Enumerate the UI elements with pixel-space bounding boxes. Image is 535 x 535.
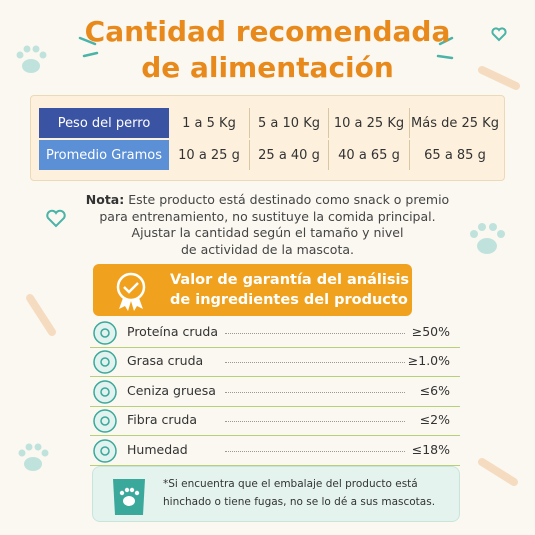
note-line: para entrenamiento, no sustituye la comi…	[99, 208, 436, 224]
title: de alimentación	[141, 51, 394, 84]
cell: 40 a 65 g	[328, 139, 410, 170]
banner-title: Valor de garantía del análisis	[170, 272, 410, 288]
item-name: Fibra cruda	[127, 412, 197, 427]
footer-text: *Si encuentra que el embalaje del produc…	[163, 478, 418, 490]
dotted-leader	[225, 392, 405, 393]
cell: 10 a 25 g	[178, 147, 240, 163]
item-icon	[93, 380, 117, 404]
item-value: ≥1.0%	[407, 353, 450, 368]
guarantee-item: Humedad ≤18%	[90, 438, 460, 466]
note-line: de actividad de la mascota.	[181, 241, 354, 257]
dotted-leader	[225, 451, 405, 452]
table: Peso del perro 1 a 5 Kg 5 a 10 Kg 10 a 2…	[39, 108, 500, 170]
cell: 10 a 25 Kg	[328, 108, 410, 140]
note-label: Nota:	[85, 192, 125, 207]
cell: Más de 25 Kg	[409, 108, 500, 140]
item-divider	[90, 465, 460, 466]
item-icon	[93, 439, 117, 463]
dotted-leader	[225, 362, 405, 363]
cell: 65 a 85 g	[409, 139, 500, 170]
badge-icon	[116, 272, 146, 311]
note-line: Ajustar la cantidad según el tamaño y ni…	[131, 225, 404, 240]
guarantee-item: Proteína cruda ≥50%	[90, 320, 460, 348]
item-divider	[90, 406, 460, 407]
item-value: ≤2%	[419, 412, 450, 427]
item-name: Humedad	[127, 442, 188, 457]
item-icon	[93, 350, 117, 374]
item-value: ≤6%	[419, 383, 450, 398]
footer-note: *Si encuentra que el embalaje del produc…	[92, 466, 460, 522]
note-line: Nota: Este producto está destinado como …	[60, 192, 475, 209]
cell: 5 a 10 Kg	[249, 108, 329, 140]
guarantee-banner: Valor de garantía del análisis de ingred…	[93, 264, 412, 316]
item-name: Grasa cruda	[127, 353, 204, 368]
note: Nota: Este producto está destinado como …	[60, 192, 475, 258]
guarantee-item: Grasa cruda ≥1.0%	[90, 349, 460, 377]
guarantee-item: Fibra cruda ≤2%	[90, 408, 460, 436]
item-divider	[90, 347, 460, 348]
feeding-table: Peso del perro 1 a 5 Kg 5 a 10 Kg 10 a 2…	[30, 95, 505, 181]
guarantee-item: Ceniza gruesa ≤6%	[90, 379, 460, 407]
item-divider	[90, 435, 460, 436]
title: Cantidad recomendada	[84, 15, 451, 48]
paw	[16, 45, 505, 471]
item-icon	[93, 409, 117, 433]
header-cell: Promedio Gramos	[39, 139, 169, 170]
cell: 25 a 40 g	[249, 139, 329, 170]
item-name: Proteína cruda	[127, 324, 218, 339]
item-icon	[93, 321, 117, 345]
dotted-leader	[225, 421, 405, 422]
accent	[78, 36, 454, 60]
footer-text: hinchado o tiene fugas, no se lo dé a su…	[163, 496, 436, 508]
cell: 1 a 5 Kg	[169, 108, 250, 140]
header-cell: Peso del perro	[39, 108, 169, 140]
banner-title: de ingredientes del producto	[170, 292, 408, 308]
dotted-leader	[225, 333, 405, 334]
bag-icon	[113, 479, 145, 515]
note-text: Este producto está destinado como snack …	[128, 192, 450, 207]
item-value: ≥50%	[411, 324, 450, 339]
bone	[26, 66, 520, 486]
item-value: ≤18%	[411, 442, 450, 457]
item-name: Ceniza gruesa	[127, 383, 216, 398]
item-divider	[90, 376, 460, 377]
